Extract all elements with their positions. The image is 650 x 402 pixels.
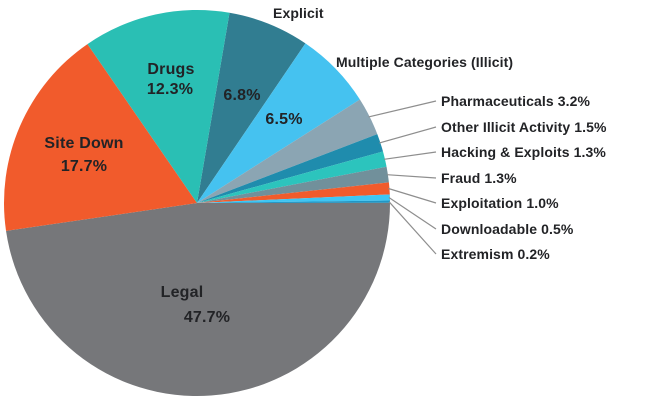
pie-slice-explicit xyxy=(197,12,306,204)
pie-slice-site-down xyxy=(3,44,198,231)
pie-slice-hacking-exploits xyxy=(197,151,387,203)
leader-line-extremism xyxy=(388,201,437,255)
pie-slice-exploitation xyxy=(197,182,390,203)
leader-line-pharmaceuticals xyxy=(368,100,437,118)
pie-slice-downloadable xyxy=(197,194,390,203)
leader-line-hacking-exploits xyxy=(383,151,437,160)
pie-slice-pharmaceuticals xyxy=(197,99,378,203)
pie-slice-fraud xyxy=(197,166,389,203)
leader-line-fraud xyxy=(386,174,437,179)
leader-line-other-illicit-activity xyxy=(379,126,437,144)
pie-slice-extremism xyxy=(197,200,390,203)
leader-line-downloadable xyxy=(388,197,437,230)
pie-slice-legal xyxy=(6,202,391,397)
leader-line-exploitation xyxy=(388,187,437,204)
pie-slice-drugs xyxy=(87,10,230,204)
pie-slice-multiple-categories-illicit xyxy=(197,43,360,204)
pie-slice-other-illicit-activity xyxy=(197,134,383,203)
